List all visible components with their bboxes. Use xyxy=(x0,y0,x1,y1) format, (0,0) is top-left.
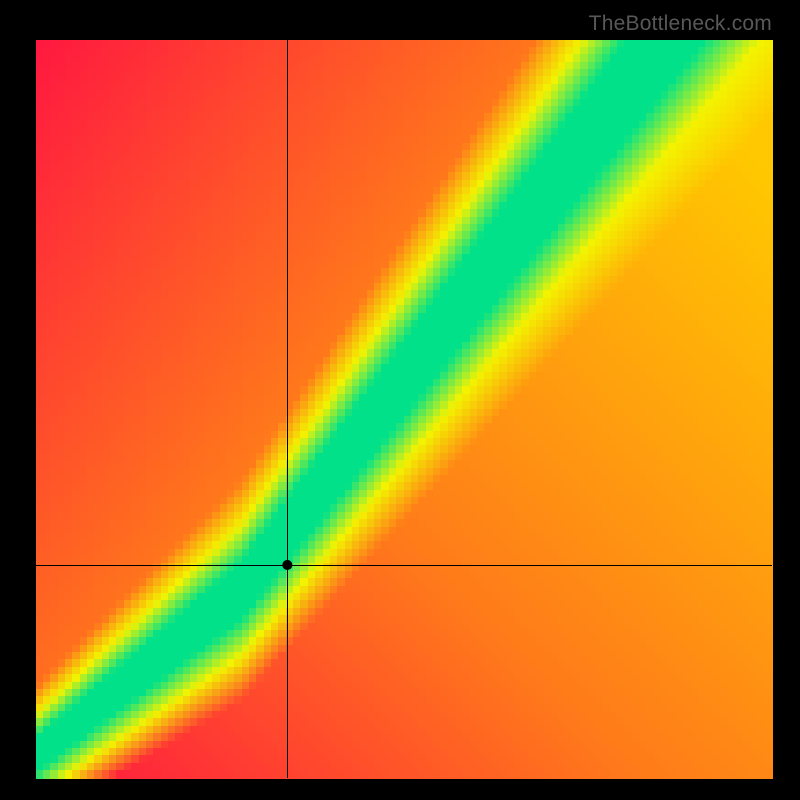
chart-container: { "meta": { "source_label": "TheBottlene… xyxy=(0,0,800,800)
source-watermark: TheBottleneck.com xyxy=(589,12,772,36)
bottleneck-heatmap xyxy=(0,0,800,800)
